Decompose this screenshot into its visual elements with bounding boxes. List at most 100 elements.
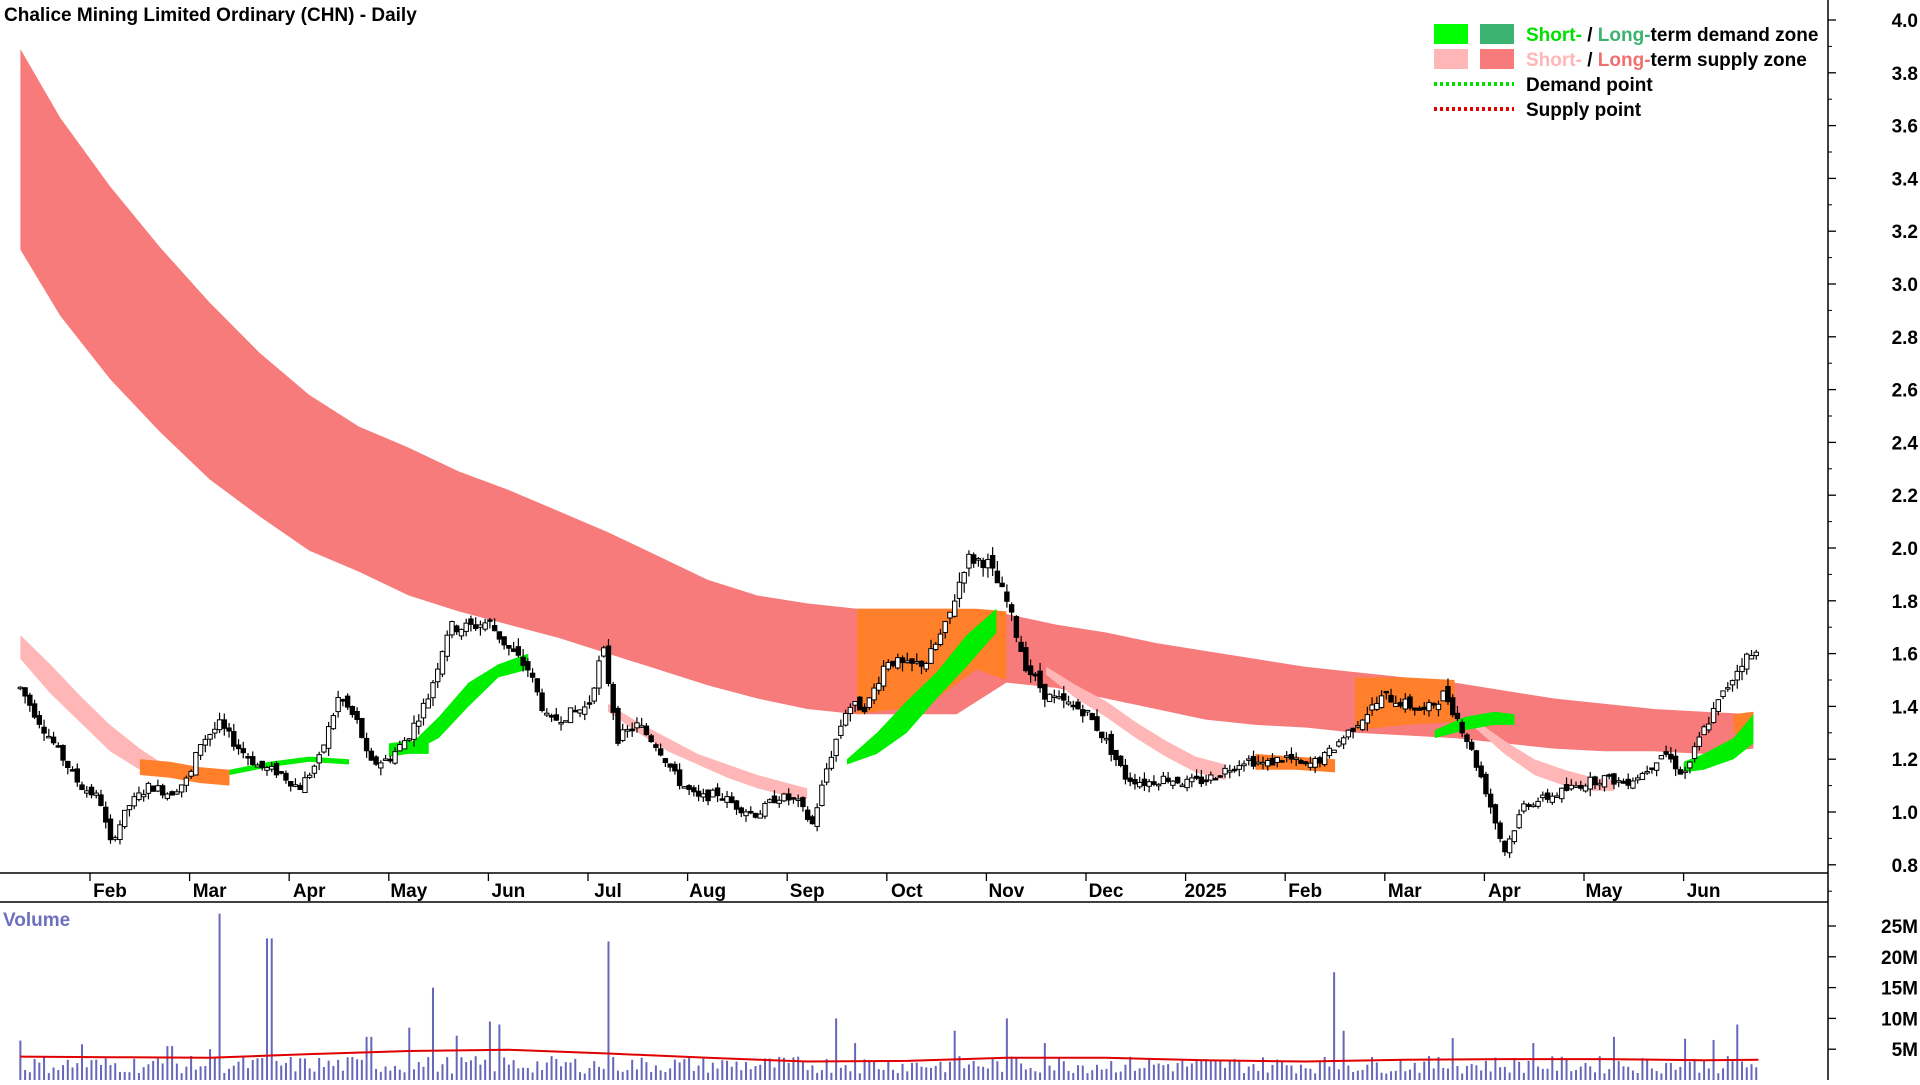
candle-body — [681, 786, 688, 789]
legend-label: Demand point — [1526, 75, 1653, 96]
candle-body — [577, 709, 583, 714]
candle-body — [1018, 641, 1024, 652]
candle-body — [700, 793, 707, 798]
candle-body — [93, 792, 99, 796]
x-tick-label: May — [390, 881, 427, 902]
candle-body — [1412, 707, 1418, 711]
candle-body — [691, 787, 697, 793]
candle-body — [1061, 693, 1067, 701]
candle-body — [449, 621, 455, 636]
candle-body — [1255, 761, 1261, 765]
candle-body — [771, 795, 778, 804]
candle-body — [373, 756, 379, 765]
candle-body — [1236, 765, 1242, 770]
candle-body — [1293, 757, 1299, 760]
candle-body — [620, 729, 626, 741]
candle-body — [956, 581, 963, 599]
candle-body — [563, 720, 569, 723]
candle-body — [1672, 755, 1679, 770]
candle-body — [1208, 774, 1214, 781]
candle-body — [1559, 787, 1565, 800]
candle-body — [117, 824, 123, 841]
candle-body — [1321, 752, 1328, 766]
zones-layer — [20, 49, 1754, 799]
legend-label-part: Supply point — [1526, 100, 1642, 121]
candle-body — [790, 797, 797, 800]
volume-y-tick-label: 10M — [1881, 1009, 1918, 1030]
candle-body — [491, 625, 498, 632]
legend-swatch-short — [1434, 24, 1468, 44]
candle-body — [416, 720, 422, 727]
y-tick-label: 0.8 — [1892, 856, 1918, 877]
candle-body — [1426, 702, 1432, 712]
candle-body — [1056, 696, 1062, 699]
candle-body — [55, 745, 62, 748]
candle-body — [1013, 616, 1020, 638]
candle-body — [1122, 764, 1129, 780]
y-tick-label: 2.4 — [1892, 433, 1919, 454]
candle-body — [558, 721, 564, 725]
candle-body — [1103, 737, 1110, 741]
candle-body — [496, 631, 503, 640]
candle-body — [1027, 665, 1034, 676]
candle-body — [193, 752, 199, 776]
y-tick-label: 3.6 — [1892, 117, 1918, 138]
candle-body — [1710, 707, 1717, 724]
candle-body — [1326, 747, 1333, 757]
x-tick-label: Jun — [1687, 881, 1721, 902]
candle-body — [420, 702, 427, 719]
candle-body — [1065, 701, 1072, 705]
legend-item-3: Supply point — [1434, 100, 1642, 121]
candle-body — [710, 789, 716, 798]
overlap-zone-0 — [139, 759, 230, 786]
candle-body — [966, 553, 972, 569]
candle-body — [1388, 694, 1394, 703]
y-tick-label: 1.6 — [1892, 645, 1918, 666]
x-tick-label: Jun — [492, 881, 526, 902]
legend-label-part: Long- — [1598, 25, 1651, 46]
candle-body — [1468, 741, 1475, 750]
candle-body — [340, 699, 346, 702]
candle-body — [1141, 778, 1148, 787]
candle-body — [1549, 795, 1556, 803]
candle-body — [937, 633, 944, 646]
candle-body — [74, 768, 80, 783]
candle-body — [1416, 707, 1423, 711]
candle-body — [454, 625, 460, 633]
candle-body — [947, 611, 953, 619]
candle-body — [786, 793, 792, 801]
candle-body — [1193, 775, 1200, 779]
candle-body — [1369, 704, 1375, 711]
candle-body — [605, 645, 612, 684]
candle-body — [795, 798, 801, 801]
candle-body — [1483, 773, 1489, 795]
candle-body — [1075, 701, 1081, 710]
candle-body — [1521, 803, 1527, 812]
candle-body — [145, 782, 152, 794]
candle-body — [525, 661, 531, 671]
x-tick-label: Sep — [790, 881, 825, 902]
candle-body — [1753, 651, 1759, 657]
volume-y-tick-label: 15M — [1881, 979, 1918, 1000]
candle-body — [1198, 776, 1205, 785]
candle-body — [1336, 741, 1342, 747]
candle-body — [397, 744, 403, 752]
short-term-supply-zone-0 — [20, 635, 160, 775]
candle-body — [316, 754, 322, 764]
candle-body — [306, 774, 313, 778]
candle-body — [435, 668, 441, 683]
candle-body — [871, 687, 877, 701]
candle-body — [31, 703, 38, 718]
y-tick-label: 3.4 — [1892, 169, 1919, 190]
candle-body — [463, 622, 469, 632]
candle-body — [743, 811, 749, 817]
candle-body — [1611, 773, 1617, 785]
legend-swatch-long — [1480, 24, 1514, 44]
candle-body — [1744, 653, 1750, 670]
legend-swatch-short — [1434, 49, 1468, 69]
candle-body — [1616, 780, 1622, 783]
candles-layer — [17, 547, 1759, 858]
candle-body — [1544, 792, 1551, 800]
candle-body — [1312, 757, 1318, 768]
short-term-supply-zone-2 — [1046, 666, 1226, 781]
